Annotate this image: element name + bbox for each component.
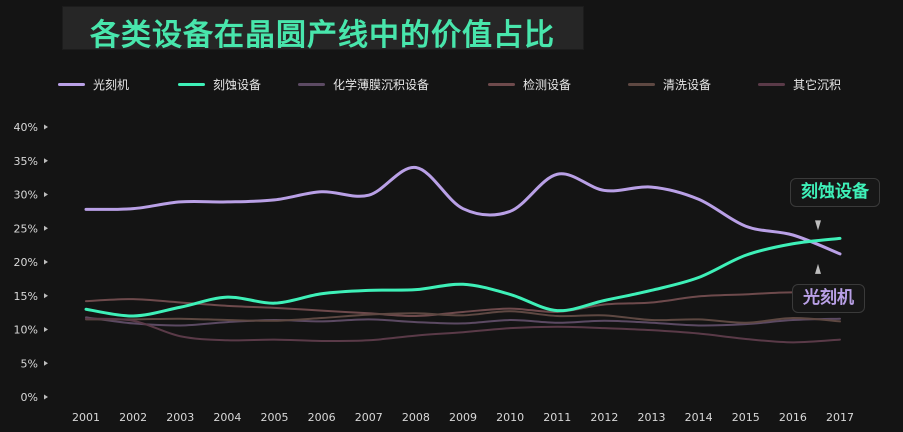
x-tick-label: 2009 [449,411,477,424]
x-tick-label: 2014 [685,411,713,424]
x-tick-label: 2002 [119,411,147,424]
x-tick-label: 2006 [308,411,336,424]
legend-item-lithography: 光刻机 [58,74,129,94]
title-background [62,6,584,50]
legend-swatch-cvd [298,82,325,86]
series-line-3 [85,291,841,318]
x-tick-label: 2008 [402,411,430,424]
legend: 光刻机 刻蚀设备 化学薄膜沉积设备 检测设备 清洗设备 其它沉积 [58,74,898,94]
legend-item-cvd: 化学薄膜沉积设备 [298,74,429,94]
legend-swatch-etching [178,82,205,86]
legend-label-cleaning: 清洗设备 [663,77,712,92]
x-tick-label: 2016 [779,411,807,424]
legend-label-cvd: 化学薄膜沉积设备 [333,77,430,92]
series-line-0 [84,165,842,256]
x-tick-label: 2003 [166,411,194,424]
y-tick-label: 5% [21,357,38,370]
y-tick-label: 25% [14,222,38,235]
chart-title: 各类设备在晶圆产线中的价值占比 [90,18,555,53]
series-line-2 [85,316,841,327]
legend-item-inspection: 检测设备 [488,74,571,94]
y-tick-marker [44,158,48,164]
x-tick-label: 2012 [590,411,618,424]
legend-swatch-other-deposition [758,82,785,86]
y-tick-marker [44,192,48,197]
y-tick-marker [44,225,48,231]
y-tick-label: 40% [14,121,38,134]
legend-label-inspection: 检测设备 [523,77,572,92]
x-tick-label: 2017 [826,411,854,424]
y-tick-label: 0% [21,391,38,404]
callout-lithography: 光刻机 [792,284,865,313]
callout-etching-pointer [815,220,821,231]
legend-item-cleaning: 清洗设备 [628,74,711,94]
y-tick-label: 15% [14,290,38,303]
legend-swatch-inspection [488,82,515,86]
x-tick-label: 2004 [213,411,241,424]
callout-etching: 刻蚀设备 [790,178,880,207]
y-tick-label: 10% [14,324,38,337]
x-tick-label: 2007 [355,411,383,424]
legend-swatch-cleaning [628,82,655,86]
series-line-4 [85,310,841,324]
y-tick-marker [44,394,48,400]
y-tick-label: 30% [14,189,38,202]
series-line-1 [84,236,842,318]
legend-swatch-lithography [58,82,85,86]
x-tick-label: 2011 [543,411,571,424]
y-tick-label: 20% [14,256,38,269]
x-tick-label: 2013 [638,411,666,424]
x-tick-label: 2015 [732,411,760,424]
x-tick-label: 2005 [261,411,289,424]
callout-lithography-pointer [815,263,821,274]
y-tick-label: 35% [14,155,38,168]
y-tick-marker [44,124,48,130]
legend-item-etching: 刻蚀设备 [178,74,261,94]
y-tick-marker [44,360,48,366]
callout-etching-text: 刻蚀设备 [801,182,869,202]
legend-label-other-deposition: 其它沉积 [793,77,842,92]
callout-lithography-text: 光刻机 [803,288,854,308]
legend-item-other-deposition: 其它沉积 [758,74,841,94]
legend-label-etching: 刻蚀设备 [213,77,262,92]
series-line-5 [85,317,841,344]
legend-label-lithography: 光刻机 [93,77,130,92]
y-tick-marker [44,327,48,332]
x-tick-label: 2010 [496,411,524,424]
y-tick-marker [44,293,48,299]
x-tick-label: 2001 [72,411,100,424]
y-tick-marker [44,259,48,265]
